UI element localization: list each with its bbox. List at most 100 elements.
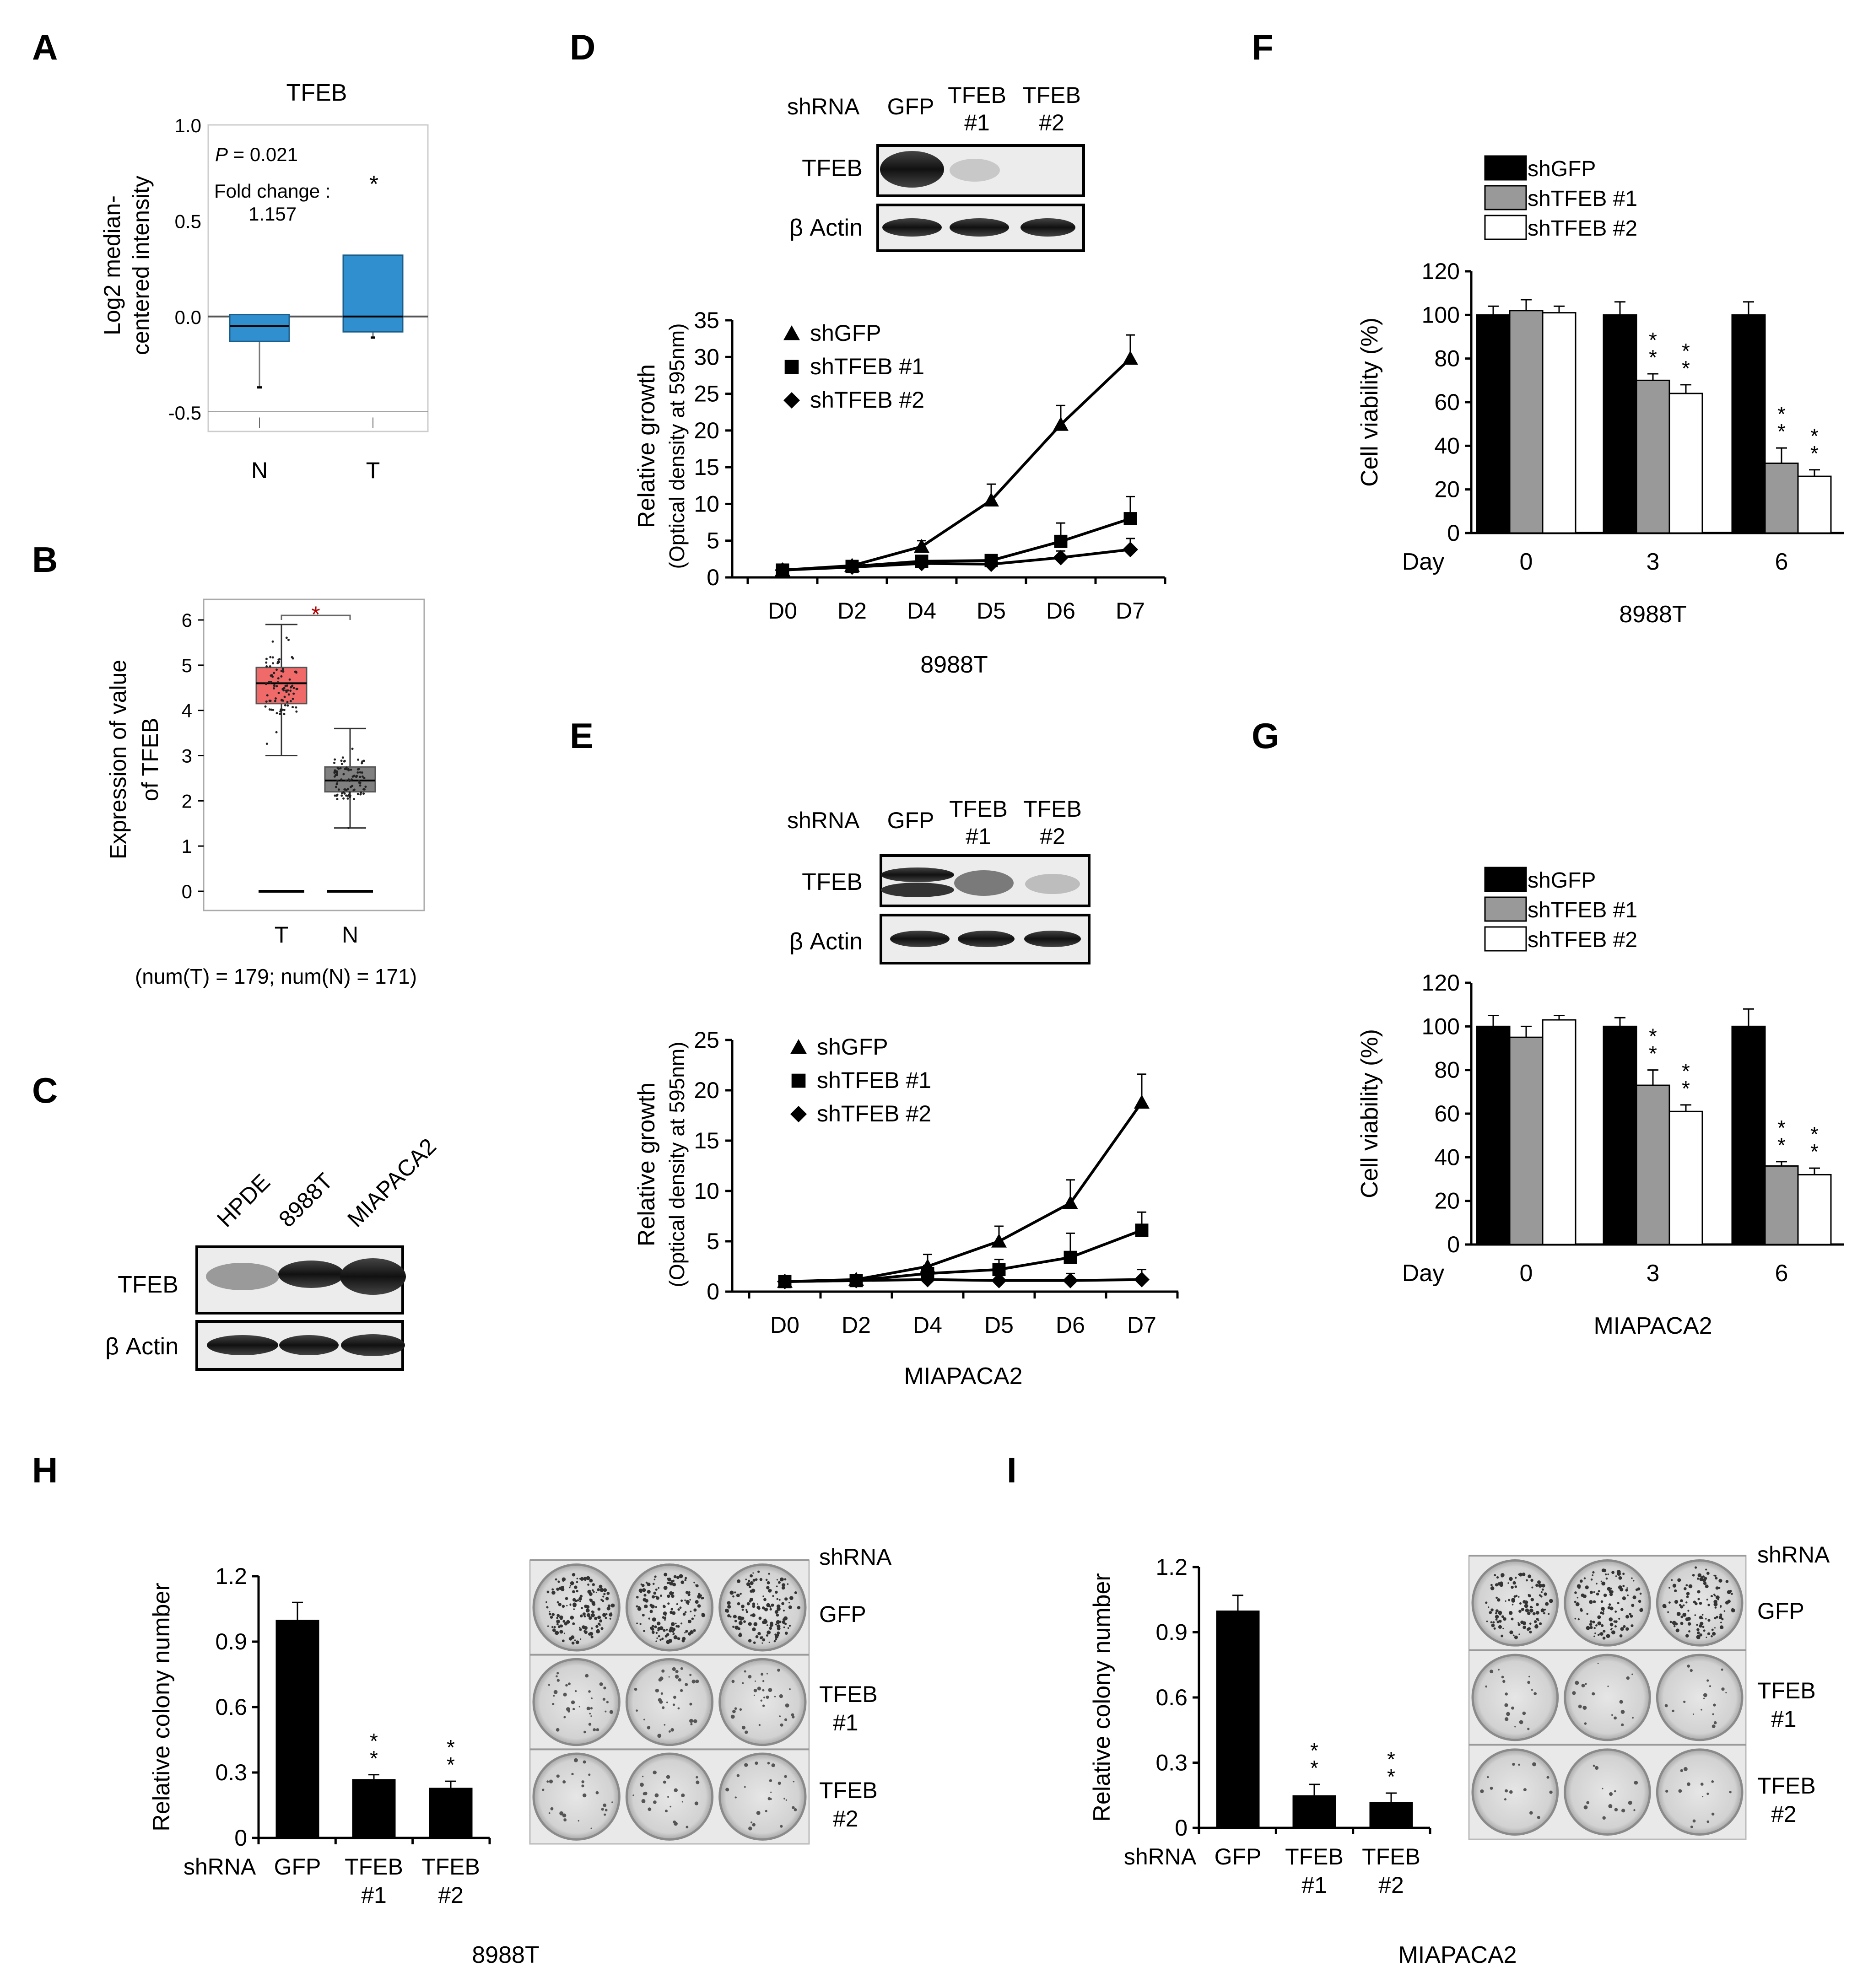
panel-i-colony xyxy=(1674,1589,1677,1592)
panel-b-point xyxy=(264,705,267,708)
panel-i-colony xyxy=(1694,1614,1696,1616)
panel-h-colony xyxy=(550,1616,553,1619)
panel-h-xtick-1-0: TFEB xyxy=(345,1854,403,1880)
panel-h-colony xyxy=(776,1620,780,1624)
panel-h-colony xyxy=(589,1579,593,1583)
panel-b-point xyxy=(285,636,288,639)
panel-h-colony xyxy=(752,1627,756,1632)
panel-i-colony xyxy=(1495,1618,1498,1621)
panel-h-colony xyxy=(599,1619,603,1623)
panel-h-colony xyxy=(763,1598,767,1601)
panel-e-legend-label-0: shGFP xyxy=(817,1034,888,1060)
panel-i-colony xyxy=(1627,1594,1629,1596)
panel-h-colony xyxy=(572,1573,576,1577)
panel-i-colony xyxy=(1687,1610,1690,1612)
panel-h-colony xyxy=(589,1713,591,1715)
panel-i-colony xyxy=(1674,1600,1679,1604)
panel-b-xlabel-n: N xyxy=(342,922,358,948)
panel-i-colony xyxy=(1705,1584,1709,1589)
panel-a-plot-frame xyxy=(207,124,429,432)
panel-f-x-prefix: Day xyxy=(1402,549,1444,575)
panel-d-legend-label-0: shGFP xyxy=(810,320,881,346)
panel-b-point xyxy=(284,684,287,687)
panel-i-colony xyxy=(1667,1611,1669,1613)
panel-b-point xyxy=(363,777,366,780)
panel-i-colony xyxy=(1721,1618,1724,1621)
panel-i-colony xyxy=(1603,1593,1607,1597)
panel-i-colony xyxy=(1589,1600,1593,1604)
panel-g-ytick-6: 120 xyxy=(1422,970,1460,996)
panel-b-point xyxy=(295,706,297,709)
panel-d-ytick-3: 15 xyxy=(694,454,719,480)
panel-i-colony xyxy=(1600,1611,1603,1614)
panel-h-colony xyxy=(788,1602,790,1604)
panel-i-colony xyxy=(1685,1584,1688,1587)
panel-e-xtick-1: D2 xyxy=(842,1312,871,1338)
panel-h-colony xyxy=(762,1704,765,1707)
panel-i-colony xyxy=(1679,1604,1681,1606)
panel-i-colony xyxy=(1609,1589,1613,1594)
panel-h-colony xyxy=(730,1714,735,1719)
panel-h-colony xyxy=(777,1781,781,1785)
panel-i-colony xyxy=(1495,1612,1497,1615)
panel-d-point-1-5 xyxy=(1123,512,1137,525)
panel-h-sig-mark-a-2: * xyxy=(447,1753,455,1777)
panel-i-colony xyxy=(1519,1602,1522,1605)
panel-h-colony xyxy=(756,1810,761,1815)
panel-h-colony xyxy=(546,1780,549,1783)
panel-i-colony xyxy=(1686,1592,1690,1595)
panel-a-p-text: = 0.021 xyxy=(228,144,298,165)
panel-i-colony xyxy=(1684,1767,1688,1771)
panel-b-point xyxy=(359,776,362,778)
panel-h-colony xyxy=(546,1606,549,1609)
panel-h-colony xyxy=(652,1617,656,1622)
panel-i-colony xyxy=(1601,1581,1606,1586)
panel-i-colony xyxy=(1589,1626,1593,1629)
panel-i-colony xyxy=(1668,1587,1670,1589)
panel-h-colony xyxy=(667,1595,670,1598)
panel-i-colony xyxy=(1531,1689,1533,1691)
panel-h-bar-0 xyxy=(275,1620,319,1838)
blot-c-tfeb-band-8988t xyxy=(278,1261,344,1288)
panel-h-colony xyxy=(664,1810,668,1813)
panel-h-colony xyxy=(785,1799,788,1801)
panel-h-colony xyxy=(559,1624,562,1627)
panel-h-colony xyxy=(558,1603,561,1606)
panel-b-point xyxy=(284,704,286,706)
panel-e-point-2-5 xyxy=(1134,1271,1150,1288)
panel-h-colony xyxy=(639,1590,642,1593)
panel-b-boxes xyxy=(255,624,376,893)
panel-h-colony xyxy=(591,1613,595,1617)
panel-h-colony xyxy=(755,1762,758,1765)
panel-h-colony xyxy=(567,1682,571,1686)
panel-e-legend-marker-1 xyxy=(791,1073,806,1088)
panel-h-colony xyxy=(667,1602,670,1605)
panel-i-colony xyxy=(1517,1622,1519,1624)
panel-i-colony xyxy=(1511,1706,1514,1710)
panel-i-colony xyxy=(1725,1600,1729,1605)
panel-i-colony xyxy=(1701,1614,1704,1616)
panel-g-bar-2-0 xyxy=(1731,1025,1766,1245)
panel-i-colony xyxy=(1619,1700,1623,1704)
panel-h-colony xyxy=(791,1713,794,1717)
panel-h-colony xyxy=(586,1576,590,1580)
panel-i-colony xyxy=(1694,1566,1697,1569)
panel-h-colony xyxy=(576,1578,578,1579)
panel-h-colony xyxy=(689,1599,691,1601)
panel-h-colony xyxy=(653,1770,657,1775)
panel-i-colony xyxy=(1616,1570,1621,1574)
panel-i-colony xyxy=(1622,1596,1626,1600)
panel-h-colony xyxy=(556,1774,560,1778)
panel-i-colony xyxy=(1702,1796,1704,1798)
panel-h-colony xyxy=(562,1813,567,1818)
panel-b-point xyxy=(333,761,336,764)
panel-b-point xyxy=(295,671,298,674)
panel-h-colony xyxy=(657,1622,661,1626)
panel-h-colony xyxy=(686,1826,689,1829)
panel-i-well-2-1 xyxy=(1564,1748,1651,1836)
panel-i-colony xyxy=(1488,1606,1490,1608)
panel-h-colony xyxy=(556,1601,559,1604)
panel-i-colony xyxy=(1620,1608,1624,1611)
panel-i-colony xyxy=(1621,1723,1624,1726)
